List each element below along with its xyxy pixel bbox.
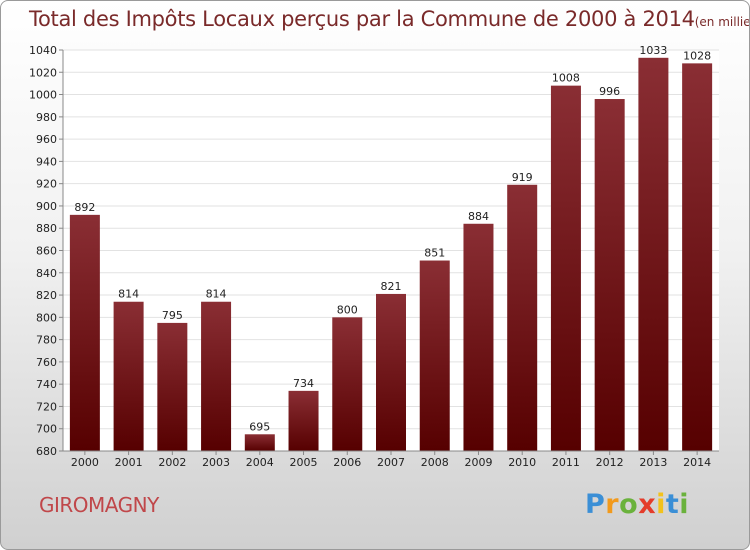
y-tick-label: 680 [36, 445, 57, 458]
y-tick-label: 840 [36, 267, 57, 280]
y-tick-label: 960 [36, 133, 57, 146]
y-tick-label: 740 [36, 378, 57, 391]
x-tick-label: 2014 [683, 456, 711, 469]
logo-letter: x [638, 489, 657, 520]
logo-letter: o [619, 489, 639, 520]
y-tick-label: 780 [36, 334, 57, 347]
bar-value-label: 821 [381, 280, 402, 293]
bar-value-label: 1008 [552, 72, 580, 85]
bar-2011 [550, 85, 581, 452]
bar-2014 [682, 63, 713, 451]
logo-letter: r [605, 489, 620, 520]
y-tick-label: 760 [36, 356, 57, 369]
x-axis: 2000 2001 2002 2003 2004 2005 2006 2007 2008 2009… [71, 451, 711, 469]
y-tick-label: 1020 [29, 66, 57, 79]
bar-value-label: 919 [512, 171, 533, 184]
proxiti-logo: Proxiti [585, 489, 689, 520]
logo-letter: i [656, 489, 666, 520]
y-tick-label: 920 [36, 178, 57, 191]
x-tick-label: 2006 [333, 456, 361, 469]
y-tick-label: 880 [36, 222, 57, 235]
bar-2003 [201, 301, 232, 451]
bar-2002 [157, 322, 188, 451]
bar-2001 [113, 301, 144, 451]
bar-value-label: 795 [162, 309, 183, 322]
y-tick-label: 800 [36, 311, 57, 324]
bar-value-label: 734 [293, 377, 314, 390]
y-tick-label: 720 [36, 400, 57, 413]
y-tick-label: 940 [36, 155, 57, 168]
x-tick-label: 2002 [158, 456, 186, 469]
bar-2013 [638, 57, 669, 452]
x-tick-label: 2009 [464, 456, 492, 469]
bar-2005 [288, 390, 319, 451]
x-tick-label: 2007 [377, 456, 405, 469]
bar-value-label: 884 [468, 210, 489, 223]
bar-2006 [332, 317, 363, 451]
bar-value-label: 892 [74, 201, 95, 214]
chart-title-text: Total des Impôts Locaux perçus par la Co… [29, 7, 695, 31]
y-tick-label: 700 [36, 423, 57, 436]
x-tick-label: 2012 [596, 456, 624, 469]
bar-2007 [376, 293, 406, 451]
y-tick-label: 1040 [29, 44, 57, 57]
bar-value-label: 814 [118, 288, 139, 301]
bar-2004 [244, 434, 275, 451]
bar-value-label: 814 [206, 288, 227, 301]
chart-title: Total des Impôts Locaux perçus par la Co… [29, 7, 750, 31]
bar-series: 892 814 795 814 695 734 800 821 851 884 919 1008 996… [69, 44, 713, 452]
bar-value-label: 800 [337, 303, 358, 316]
y-tick-label: 980 [36, 111, 57, 124]
x-tick-label: 2003 [202, 456, 230, 469]
logo-letter: t [665, 489, 680, 520]
y-tick-label: 1000 [29, 89, 57, 102]
y-tick-label: 820 [36, 289, 57, 302]
bar-2000 [69, 214, 100, 451]
logo-letter: i [679, 489, 690, 520]
x-tick-label: 2001 [115, 456, 143, 469]
bar-value-label: 1033 [639, 44, 667, 57]
y-tick-label: 860 [36, 245, 57, 258]
bar-2008 [419, 260, 450, 451]
x-tick-label: 2005 [290, 456, 318, 469]
bar-2010 [507, 184, 538, 451]
x-tick-label: 2008 [421, 456, 449, 469]
x-tick-label: 2013 [639, 456, 667, 469]
y-tick-label: 900 [36, 200, 57, 213]
bar-value-label: 996 [599, 85, 620, 98]
bar-2012 [594, 99, 625, 451]
bar-value-label: 695 [249, 420, 270, 433]
bar-value-label: 1028 [683, 49, 711, 62]
x-tick-label: 2000 [71, 456, 99, 469]
x-tick-label: 2010 [508, 456, 536, 469]
logo-letter: P [585, 489, 606, 520]
y-axis: 680 700 720 740 760 780 800 820 840 860 880 900 920 9… [29, 44, 63, 458]
commune-name: GIROMAGNY [39, 493, 159, 517]
bar-value-label: 851 [424, 247, 445, 260]
x-tick-label: 2011 [552, 456, 580, 469]
chart-title-unit: (en milliers d'€) [694, 15, 750, 29]
bar-2009 [463, 223, 494, 451]
x-tick-label: 2004 [246, 456, 274, 469]
